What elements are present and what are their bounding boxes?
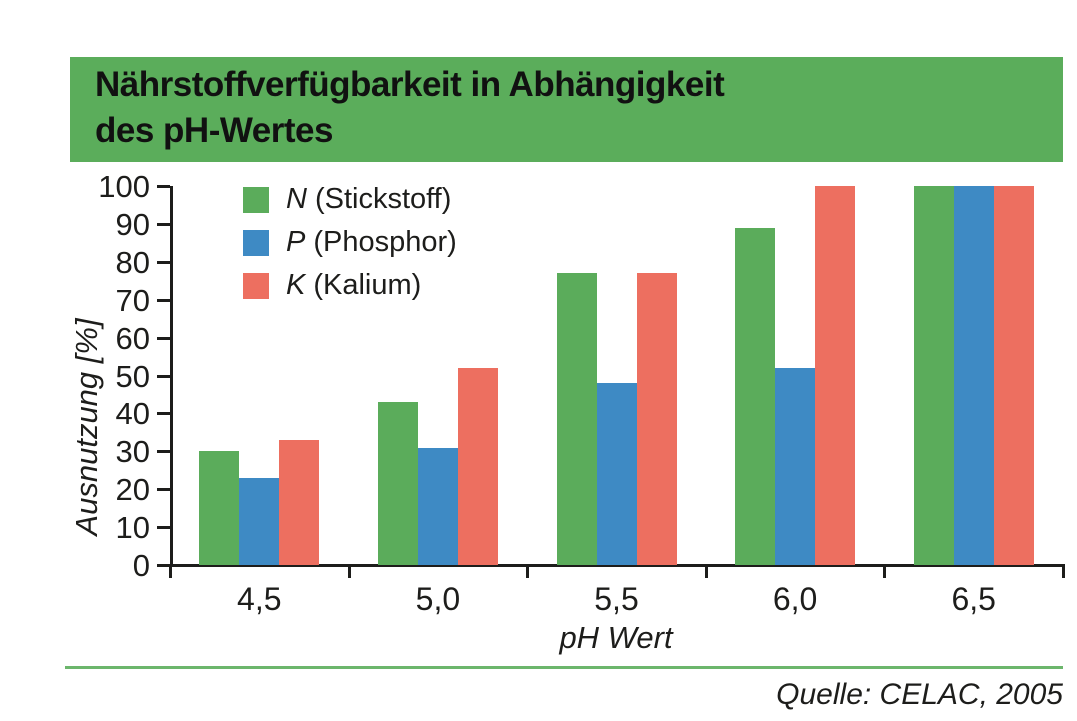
x-boundary-tick-1: [347, 567, 351, 578]
y-tick-40: [157, 412, 170, 416]
legend-name-p: (Phosphor): [313, 226, 457, 258]
y-tick-90: [157, 222, 170, 226]
legend-item-p: P (Phosphor): [243, 226, 457, 258]
bar-k-ph-5-5: [636, 273, 677, 565]
y-tick-label-60: 60: [115, 320, 150, 356]
y-tick-0: [157, 564, 170, 567]
y-tick-label-90: 90: [115, 206, 150, 242]
y-tick-30: [157, 450, 170, 454]
x-category-label-5-0: 5,0: [415, 581, 461, 617]
x-category-label-4-5: 4,5: [237, 581, 282, 617]
x-axis-title: pH Wert: [559, 620, 673, 655]
bar-n-ph-6-0: [735, 227, 776, 565]
legend-symbol-k: K: [286, 269, 306, 301]
x-axis-line: [168, 564, 1065, 567]
bar-k-ph-6-0: [815, 186, 856, 565]
y-tick-100: [157, 185, 170, 188]
bar-p-ph-6-5: [953, 186, 994, 565]
n-color-swatch: [243, 186, 269, 213]
legend-symbol-p: P: [286, 226, 306, 258]
y-tick-10: [157, 526, 170, 530]
y-tick-70: [157, 298, 170, 302]
y-tick-label-100: 100: [98, 169, 150, 204]
chart-title-banner: Nährstoffverfügbarkeit in Abhängigkeit d…: [70, 57, 1063, 162]
legend: N (Stickstoff) P (Phosphor) K (Kalium): [243, 183, 457, 315]
bar-k-ph-5-0: [457, 367, 498, 565]
bar-n-ph-5-0: [377, 402, 418, 565]
chart-title-line1: Nährstoffverfügbarkeit in Abhängigkeit: [95, 65, 725, 104]
p-color-swatch: [243, 229, 269, 256]
y-tick-label-70: 70: [115, 282, 150, 318]
x-boundary-tick-4: [883, 567, 887, 578]
footer-divider-rule: [65, 666, 1063, 669]
x-category-label-5-5: 5,5: [594, 581, 639, 617]
x-boundary-tick-2: [526, 567, 530, 578]
y-axis-line: [170, 186, 173, 567]
x-boundary-tick-5: [1062, 567, 1065, 578]
bar-p-ph-5-0: [417, 447, 458, 565]
y-tick-label-80: 80: [115, 244, 150, 280]
k-color-swatch: [243, 272, 269, 299]
y-tick-label-20: 20: [115, 472, 150, 508]
x-category-label-6-5: 6,5: [951, 581, 996, 617]
y-tick-60: [157, 336, 170, 340]
bar-k-ph-6-5: [993, 186, 1034, 565]
bar-p-ph-5-5: [596, 383, 637, 565]
bar-n-ph-5-5: [556, 273, 597, 565]
y-tick-80: [157, 260, 170, 264]
y-tick-20: [157, 488, 170, 492]
legend-item-n: N (Stickstoff): [243, 183, 457, 215]
source-credit: Quelle: CELAC, 2005: [776, 678, 1063, 711]
bar-p-ph-6-0: [775, 367, 816, 565]
y-tick-label-50: 50: [115, 358, 150, 394]
legend-name-k: (Kalium): [313, 269, 422, 301]
y-tick-label-30: 30: [115, 434, 150, 470]
legend-symbol-n: N: [286, 183, 307, 215]
x-category-label-6-0: 6,0: [772, 581, 818, 617]
bar-n-ph-4-5: [199, 451, 240, 565]
x-boundary-tick-3: [704, 567, 708, 578]
chart-title-line2: des pH-Wertes: [95, 111, 333, 150]
bar-p-ph-4-5: [239, 477, 280, 565]
legend-name-n: (Stickstoff): [314, 183, 452, 215]
bar-k-ph-4-5: [279, 439, 320, 565]
y-tick-label-10: 10: [115, 510, 150, 546]
x-boundary-tick-0: [169, 567, 172, 578]
y-tick-label-40: 40: [115, 396, 150, 432]
y-tick-50: [157, 374, 170, 378]
legend-item-k: K (Kalium): [243, 269, 457, 301]
bar-n-ph-6-5: [913, 186, 954, 565]
y-tick-label-0: 0: [132, 548, 150, 583]
